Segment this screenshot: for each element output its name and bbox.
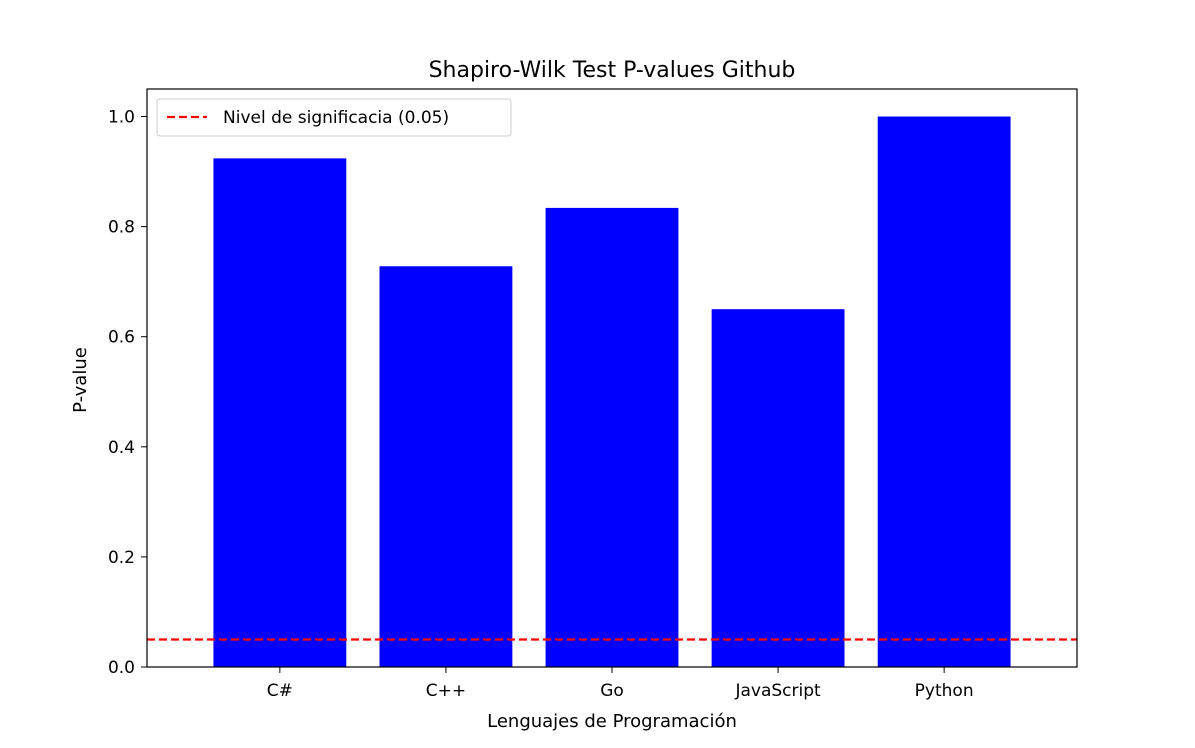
y-axis: 0.0 0.2 0.4 0.6 0.8 1.0 <box>108 108 147 678</box>
legend-label: Nivel de significacia (0.05) <box>223 108 449 128</box>
bar <box>711 309 845 667</box>
y-tick-label: 0.2 <box>108 548 135 568</box>
y-tick-label: 0.0 <box>108 658 135 678</box>
x-tick-label: Go <box>600 681 624 701</box>
x-tick-label: Python <box>915 681 974 701</box>
x-axis: C# C++ Go JavaScript Python <box>267 667 974 701</box>
y-tick-label: 0.6 <box>108 328 135 348</box>
x-tick-label: C# <box>267 681 293 701</box>
legend: Nivel de significacia (0.05) <box>156 98 512 137</box>
bar <box>545 207 679 667</box>
bars-group <box>213 116 1011 668</box>
bar <box>877 116 1011 668</box>
x-axis-label: Lenguajes de Programación <box>487 711 737 732</box>
chart-title: Shapiro-Wilk Test P-values Github <box>429 58 796 83</box>
bar <box>213 158 347 668</box>
x-tick-label: C++ <box>426 681 466 701</box>
y-tick-label: 1.0 <box>108 108 135 128</box>
legend-box <box>156 98 512 137</box>
y-axis-label: P-value <box>70 347 91 413</box>
y-tick-label: 0.8 <box>108 218 135 238</box>
x-tick-label: JavaScript <box>734 681 821 701</box>
bar <box>379 266 513 667</box>
y-tick-label: 0.4 <box>108 438 135 458</box>
